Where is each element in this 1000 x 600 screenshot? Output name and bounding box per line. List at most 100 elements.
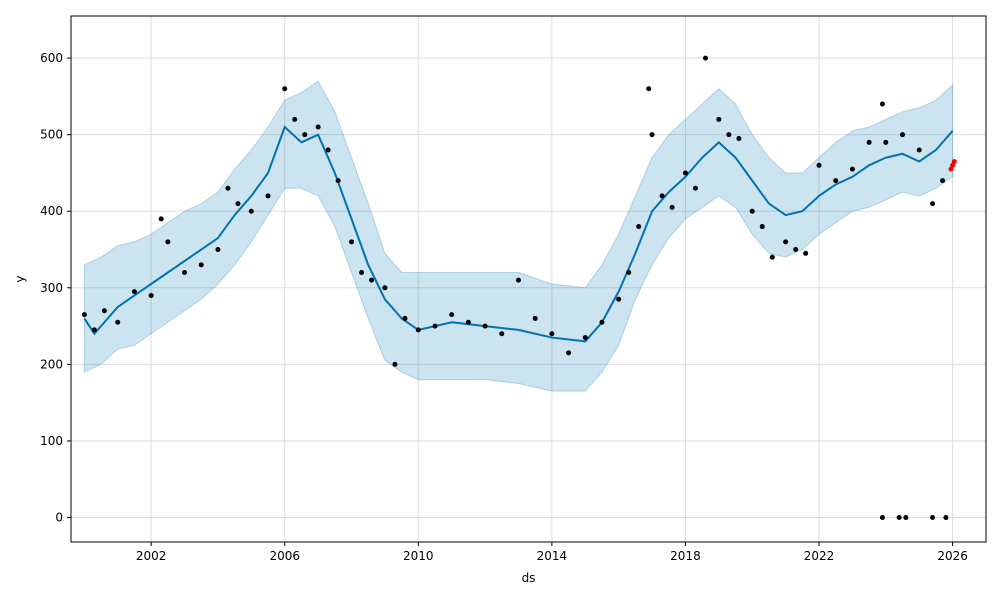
observed-point [736, 136, 742, 142]
observed-point [582, 335, 588, 341]
observed-point [265, 193, 271, 199]
observed-point [302, 132, 308, 138]
y-tick-label: 300 [40, 281, 63, 295]
observed-point [449, 312, 455, 318]
observed-point [649, 132, 655, 138]
observed-point [315, 124, 321, 130]
observed-point [248, 208, 254, 214]
observed-point [158, 216, 164, 222]
observed-point [930, 201, 936, 207]
zero-point [943, 514, 949, 520]
observed-point [566, 350, 572, 356]
recent-point [950, 162, 956, 168]
observed-point [349, 239, 355, 245]
observed-point [499, 331, 505, 337]
observed-point [646, 86, 652, 92]
observed-point [81, 312, 87, 318]
observed-point [515, 277, 521, 283]
x-tick-label: 2026 [937, 549, 968, 563]
observed-point [940, 178, 946, 184]
observed-point [726, 132, 732, 138]
y-tick-label: 400 [40, 204, 63, 218]
zero-point [896, 514, 902, 520]
observed-point [215, 247, 221, 253]
zero-point [879, 514, 885, 520]
forecast-line-path [83, 125, 954, 343]
observed-point [402, 315, 408, 321]
observed-point [692, 185, 698, 191]
observed-point [879, 101, 885, 107]
observed-point [382, 285, 388, 291]
observed-point [866, 139, 872, 145]
observed-point [148, 292, 154, 298]
x-tick-label: 2018 [670, 549, 701, 563]
observed-point [115, 319, 121, 325]
observed-point [292, 116, 298, 122]
x-axis-ticks: 2002 2006 2010 2014 2018 2022 2026 [136, 542, 968, 563]
observed-point [749, 208, 755, 214]
observed-point [759, 224, 765, 230]
x-tick-label: 2002 [136, 549, 167, 563]
observed-point [636, 224, 642, 230]
observed-point [682, 170, 688, 176]
observed-point [131, 289, 137, 295]
observed-point [165, 239, 171, 245]
y-tick-label: 500 [40, 128, 63, 142]
observed-point [769, 254, 775, 260]
y-tick-label: 600 [40, 51, 63, 65]
observed-point [659, 193, 665, 199]
data-points [81, 55, 957, 520]
observed-point [883, 139, 889, 145]
observed-point [532, 315, 538, 321]
x-tick-label: 2010 [403, 549, 434, 563]
observed-point [702, 55, 708, 61]
observed-point [101, 308, 107, 314]
observed-point [392, 361, 398, 367]
x-axis-label: ds [522, 571, 536, 585]
observed-point [235, 201, 241, 207]
observed-point [282, 86, 288, 92]
y-tick-label: 100 [40, 434, 63, 448]
y-axis-label: y [13, 275, 27, 282]
observed-point [432, 323, 438, 329]
observed-point [793, 247, 799, 253]
zero-point [930, 514, 936, 520]
observed-point [849, 166, 855, 172]
observed-point [716, 116, 722, 122]
x-tick-label: 2006 [269, 549, 300, 563]
observed-point [833, 178, 839, 184]
plot-frame [70, 15, 987, 543]
y-tick-label: 200 [40, 357, 63, 371]
observed-point [225, 185, 231, 191]
x-tick-label: 2022 [804, 549, 835, 563]
forecast-line [83, 125, 954, 343]
observed-point [91, 327, 97, 333]
observed-point [783, 239, 789, 245]
recent-point [951, 158, 957, 164]
observed-point [549, 331, 555, 337]
y-tick-label: 0 [55, 510, 63, 524]
y-axis-ticks: 0 100 200 300 400 500 600 [40, 51, 71, 524]
grid-lines [71, 16, 986, 542]
observed-point [816, 162, 822, 168]
observed-point [616, 296, 622, 302]
observed-point [335, 178, 341, 184]
zero-point [903, 514, 909, 520]
recent-point [948, 166, 954, 172]
observed-point [669, 204, 675, 210]
observed-point [182, 269, 188, 275]
observed-point [369, 277, 375, 283]
observed-point [359, 269, 365, 275]
observed-point [415, 327, 421, 333]
observed-point [626, 269, 632, 275]
observed-point [900, 132, 906, 138]
observed-point [803, 250, 809, 256]
x-tick-label: 2014 [537, 549, 568, 563]
observed-point [325, 147, 331, 153]
observed-point [465, 319, 471, 325]
observed-point [599, 319, 605, 325]
observed-point [198, 262, 204, 268]
observed-point [916, 147, 922, 153]
